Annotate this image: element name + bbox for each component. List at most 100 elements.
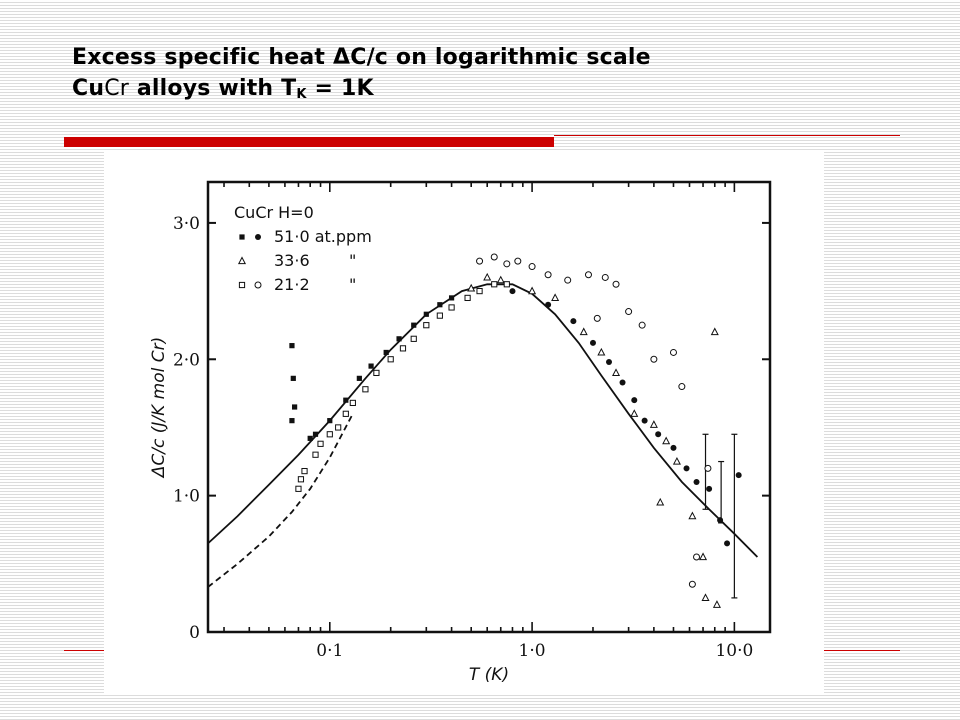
data-point-circle-open	[612, 280, 620, 288]
data-point-circle-filled	[631, 397, 638, 404]
data-point-square-open	[448, 304, 455, 311]
data-point-circle-open	[584, 271, 592, 279]
legend: CuCr H=0 51·0 at.ppm 33·6 " 21·2 "	[234, 203, 372, 294]
left-margin-strip	[0, 0, 64, 720]
y-axis-label: ΔC/c (J/K mol Cr)	[149, 337, 169, 479]
data-point-circle-filled	[717, 517, 724, 524]
title-line-1: Excess specific heat ΔC/c on logarithmic…	[72, 45, 651, 70]
data-point-square-open	[297, 476, 305, 483]
data-point-square-filled	[448, 295, 455, 301]
legend-ditto: "	[349, 275, 356, 294]
x-tick-label: 10·0	[715, 641, 753, 661]
data-point-circle-open	[544, 271, 552, 279]
data-point-triangle-open	[649, 420, 658, 428]
slide-title: Excess specific heat ΔC/c on logarithmic…	[72, 42, 932, 110]
legend-marker-square-filled	[239, 234, 245, 240]
data-point-circle-filled	[735, 472, 742, 479]
data-point-circle-filled	[619, 379, 626, 386]
data-point-triangle-open	[662, 436, 671, 445]
data-point-triangle-open	[496, 275, 505, 284]
data-point-square-filled	[368, 363, 374, 369]
y-tick-label: 3·0	[173, 214, 200, 234]
data-point-square-filled	[437, 302, 443, 308]
plot-frame	[206, 180, 772, 634]
data-point-circle-filled	[706, 485, 713, 492]
data-point-circle-open	[693, 553, 701, 561]
data-point-square-filled	[343, 397, 349, 403]
legend-label: 33·6	[274, 251, 310, 270]
title-underline-thin	[554, 135, 900, 136]
data-point-circle-open	[601, 273, 609, 281]
legend-entries: 51·0 at.ppm 33·6 " 21·2 "	[237, 227, 372, 294]
data-point-circle-filled	[605, 359, 612, 365]
legend-marker-circle-open	[254, 281, 262, 289]
data-point-triangle-open	[630, 409, 639, 417]
data-point-square-filled	[289, 343, 295, 349]
legend-label: 21·2	[274, 275, 310, 294]
data-point-square-filled	[289, 418, 295, 424]
x-axis-ticks: 0·1 1·0 10·0	[223, 182, 753, 661]
data-point-triangle-open	[712, 600, 721, 608]
title-end: = 1K	[306, 76, 374, 101]
data-point-square-open	[295, 485, 302, 492]
data-point-square-open	[312, 451, 319, 458]
x-tick-label: 0·1	[316, 641, 343, 661]
data-point-square-open	[410, 335, 417, 342]
data-point-square-open	[476, 287, 483, 295]
data-point-triangle-open	[597, 347, 606, 356]
error-bars	[702, 433, 738, 599]
data-point-circle-open	[503, 260, 511, 268]
legend-marker-triangle-open	[237, 256, 247, 265]
data-point-circle-open	[638, 321, 646, 329]
data-point-square-filled	[307, 435, 313, 441]
bottom-rule-left	[64, 650, 112, 651]
title-underline-thick	[64, 137, 554, 147]
data-point-square-filled	[383, 349, 389, 356]
data-point-circle-open	[650, 355, 658, 363]
data-point-square-open	[399, 345, 407, 352]
bottom-rule-right	[822, 650, 900, 651]
data-point-triangle-open	[528, 286, 537, 295]
data-point-circle-filled	[570, 318, 577, 325]
y-tick-label: 1·0	[173, 487, 200, 507]
data-point-triangle-open	[699, 552, 708, 561]
data-point-triangle-open	[656, 497, 665, 506]
data-point-circle-filled	[589, 339, 596, 346]
data-point-triangle-open	[467, 283, 476, 292]
data-point-circle-filled	[683, 465, 690, 472]
data-point-square-filled	[423, 311, 429, 317]
data-point-square-open	[387, 356, 394, 363]
data-point-triangle-open	[672, 456, 681, 465]
fit-curves	[207, 283, 759, 588]
data-point-triangle-open	[710, 327, 719, 336]
data-point-circle-open	[528, 263, 536, 271]
legend-marker-square-open	[238, 281, 246, 289]
title-line-2: CuCr alloys with TK = 1K	[72, 73, 932, 110]
data-point-circle-open	[625, 308, 633, 316]
data-point-square-filled	[411, 322, 417, 328]
data-point-square-open	[317, 440, 324, 447]
data-point-circle-open	[704, 464, 712, 472]
data-point-triangle-open	[688, 511, 697, 520]
title-cu: Cu	[72, 76, 105, 101]
title-cr: Cr	[104, 76, 130, 101]
data-point-square-open	[349, 399, 356, 407]
legend-header: CuCr H=0	[234, 203, 314, 222]
data-point-circle-open	[514, 257, 522, 265]
data-point-circle-open	[476, 257, 484, 265]
data-point-square-open	[301, 467, 308, 475]
data-point-square-open	[326, 431, 333, 438]
legend-label: 51·0 at.ppm	[274, 227, 372, 246]
data-point-square-filled	[312, 431, 319, 437]
data-point-square-filled	[292, 404, 298, 410]
data-point-triangle-open	[701, 593, 710, 602]
data-point-circle-open	[593, 314, 601, 322]
data-point-circle-filled	[641, 417, 648, 424]
y-tick-label: 2·0	[173, 350, 200, 370]
data-point-square-filled	[356, 375, 362, 381]
data-point-circle-open	[688, 580, 696, 588]
data-point-circle-open	[669, 348, 677, 356]
data-point-square-filled	[290, 375, 296, 381]
title-rest: alloys with T	[129, 76, 297, 101]
data-point-circle-filled	[724, 540, 731, 547]
